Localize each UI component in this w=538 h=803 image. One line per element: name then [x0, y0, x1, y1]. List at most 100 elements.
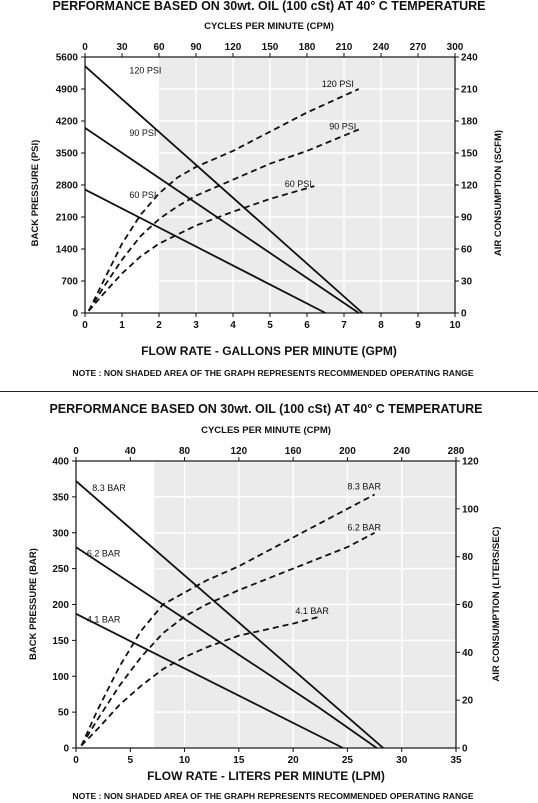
chart-gpm: PERFORMANCE BASED ON 30wt. OIL (100 cSt)… — [30, 0, 504, 378]
gpm-top-tick-label: 90 — [190, 42, 202, 53]
gpm-y2-tick-label: 30 — [461, 277, 473, 288]
lpm-y-tick-label: 400 — [52, 457, 69, 468]
lpm-air-curve — [80, 532, 376, 747]
gpm-y-tick-label: 0 — [72, 309, 78, 320]
lpm-y2-tick-label: 60 — [462, 600, 474, 611]
lpm-top-tick-label: 0 — [73, 446, 79, 457]
gpm-y2-tick-label: 0 — [461, 309, 467, 320]
gpm-x-tick-label: 9 — [415, 320, 421, 331]
gpm-air-label: 90 PSI — [329, 122, 356, 132]
gpm-air-curve — [87, 128, 360, 312]
gpm-y-tick-label: 1400 — [56, 245, 79, 256]
gpm-y-tick-label: 2100 — [56, 213, 79, 224]
gpm-x-tick-label: 1 — [119, 320, 125, 331]
chart-lpm: PERFORMANCE BASED ON 30wt. OIL (100 cSt)… — [28, 402, 502, 801]
lpm-air-label: 8.3 BAR — [347, 482, 381, 492]
gpm-y-tick-label: 4900 — [56, 85, 79, 96]
lpm-top-tick-label: 160 — [285, 446, 302, 457]
lpm-pressure-line — [75, 480, 384, 749]
lpm-x-tick-label: 20 — [288, 755, 300, 766]
lpm-pressure-line — [75, 546, 378, 749]
lpm-x-tick-label: 0 — [73, 755, 79, 766]
gpm-x-tick-label: 8 — [378, 320, 384, 331]
lpm-x-tick-label: 15 — [233, 755, 245, 766]
chart-gpm-xlabel: FLOW RATE - GALLONS PER MINUTE (GPM) — [141, 344, 397, 358]
gpm-x-tick-label: 0 — [82, 320, 88, 331]
gpm-y2-tick-label: 60 — [461, 245, 473, 256]
gpm-air-label: 60 PSI — [285, 179, 312, 189]
lpm-y-tick-label: 300 — [52, 528, 69, 539]
gpm-x-tick-label: 6 — [304, 320, 310, 331]
lpm-y-tick-label: 350 — [52, 492, 69, 503]
gpm-pressure-line — [84, 127, 360, 314]
gpm-y-tick-label: 4200 — [56, 117, 79, 128]
lpm-top-tick-label: 40 — [125, 446, 137, 457]
lpm-x-tick-label: 25 — [342, 755, 354, 766]
lpm-air-label: 4.1 BAR — [295, 606, 329, 616]
gpm-x-tick-label: 2 — [156, 320, 162, 331]
gpm-y2-tick-label: 210 — [461, 85, 478, 96]
gpm-x-tick-label: 4 — [230, 320, 236, 331]
lpm-pressure-line — [75, 613, 344, 749]
lpm-y2-tick-label: 80 — [462, 552, 474, 563]
lpm-pressure-label: 8.3 BAR — [92, 483, 126, 493]
gpm-pressure-label: 60 PSI — [129, 190, 156, 200]
lpm-y-tick-label: 0 — [63, 744, 69, 755]
gpm-x-tick-label: 7 — [341, 320, 347, 331]
gpm-top-tick-label: 210 — [336, 42, 353, 53]
gpm-pressure-label: 120 PSI — [129, 65, 161, 75]
chart-lpm-title: PERFORMANCE BASED ON 30wt. OIL (100 cSt)… — [49, 402, 482, 416]
lpm-x-tick-label: 5 — [128, 755, 134, 766]
chart-gpm-title: PERFORMANCE BASED ON 30wt. OIL (100 cSt)… — [52, 0, 485, 13]
chart-lpm-top-axis-label: CYCLES PER MINUTE (CPM) — [201, 425, 331, 436]
gpm-y-tick-label: 3500 — [56, 149, 79, 160]
lpm-top-tick-label: 80 — [179, 446, 191, 457]
lpm-y2-tick-label: 0 — [462, 744, 468, 755]
lpm-y-tick-label: 150 — [52, 636, 69, 647]
lpm-x-tick-label: 30 — [396, 755, 408, 766]
lpm-y2-tick-label: 120 — [462, 457, 479, 468]
gpm-top-tick-label: 150 — [262, 42, 279, 53]
lpm-y-tick-label: 50 — [58, 708, 70, 719]
lpm-y2-tick-label: 20 — [462, 696, 474, 707]
chart-gpm-ylabel: BACK PRESSURE (PSI) — [30, 140, 41, 247]
chart-gpm-top-axis-label: CYCLES PER MINUTE (CPM) — [204, 21, 334, 32]
gpm-top-tick-label: 30 — [116, 42, 128, 53]
chart-gpm-y2label: AIR CONSUMPTION (SCFM) — [493, 130, 504, 256]
lpm-air-curve — [80, 493, 376, 746]
gpm-x-tick-label: 5 — [267, 320, 273, 331]
gpm-y-tick-label: 700 — [61, 277, 78, 288]
chart-lpm-ylabel: BACK PRESSURE (BAR) — [28, 548, 39, 660]
gpm-y-tick-label: 5600 — [56, 53, 79, 64]
chart-lpm-y2label: AIR CONSUMPTION (LITERS/SEC) — [491, 526, 502, 681]
lpm-air-curve — [80, 615, 321, 747]
gpm-pressure-line — [84, 188, 326, 314]
gpm-pressure-label: 90 PSI — [129, 128, 156, 138]
lpm-y-tick-label: 250 — [52, 564, 69, 575]
lpm-pressure-label: 6.2 BAR — [87, 548, 121, 558]
chart-lpm-xlabel: FLOW RATE - LITERS PER MINUTE (LPM) — [147, 769, 385, 783]
lpm-x-tick-label: 35 — [450, 755, 462, 766]
lpm-y-tick-label: 200 — [52, 600, 69, 611]
gpm-top-tick-label: 240 — [373, 42, 390, 53]
gpm-top-tick-label: 120 — [225, 42, 242, 53]
lpm-x-tick-label: 10 — [179, 755, 191, 766]
chart-gpm-note: NOTE : NON SHADED AREA OF THE GRAPH REPR… — [72, 368, 473, 378]
gpm-top-tick-label: 270 — [410, 42, 427, 53]
gpm-air-label: 120 PSI — [322, 79, 354, 89]
gpm-x-tick-label: 10 — [449, 320, 461, 331]
lpm-top-tick-label: 200 — [339, 446, 356, 457]
gpm-top-tick-label: 180 — [299, 42, 316, 53]
lpm-y-tick-label: 100 — [52, 672, 69, 683]
gpm-top-tick-label: 300 — [447, 42, 464, 53]
lpm-top-tick-label: 280 — [448, 446, 465, 457]
gpm-y2-tick-label: 240 — [461, 53, 478, 64]
chart-lpm-note: NOTE : NON SHADED AREA OF THE GRAPH REPR… — [72, 791, 473, 801]
lpm-top-tick-label: 120 — [231, 446, 248, 457]
lpm-air-label: 6.2 BAR — [347, 522, 381, 532]
gpm-y2-tick-label: 150 — [461, 149, 478, 160]
gpm-x-tick-label: 3 — [193, 320, 199, 331]
gpm-top-tick-label: 60 — [153, 42, 165, 53]
gpm-y2-tick-label: 180 — [461, 117, 478, 128]
